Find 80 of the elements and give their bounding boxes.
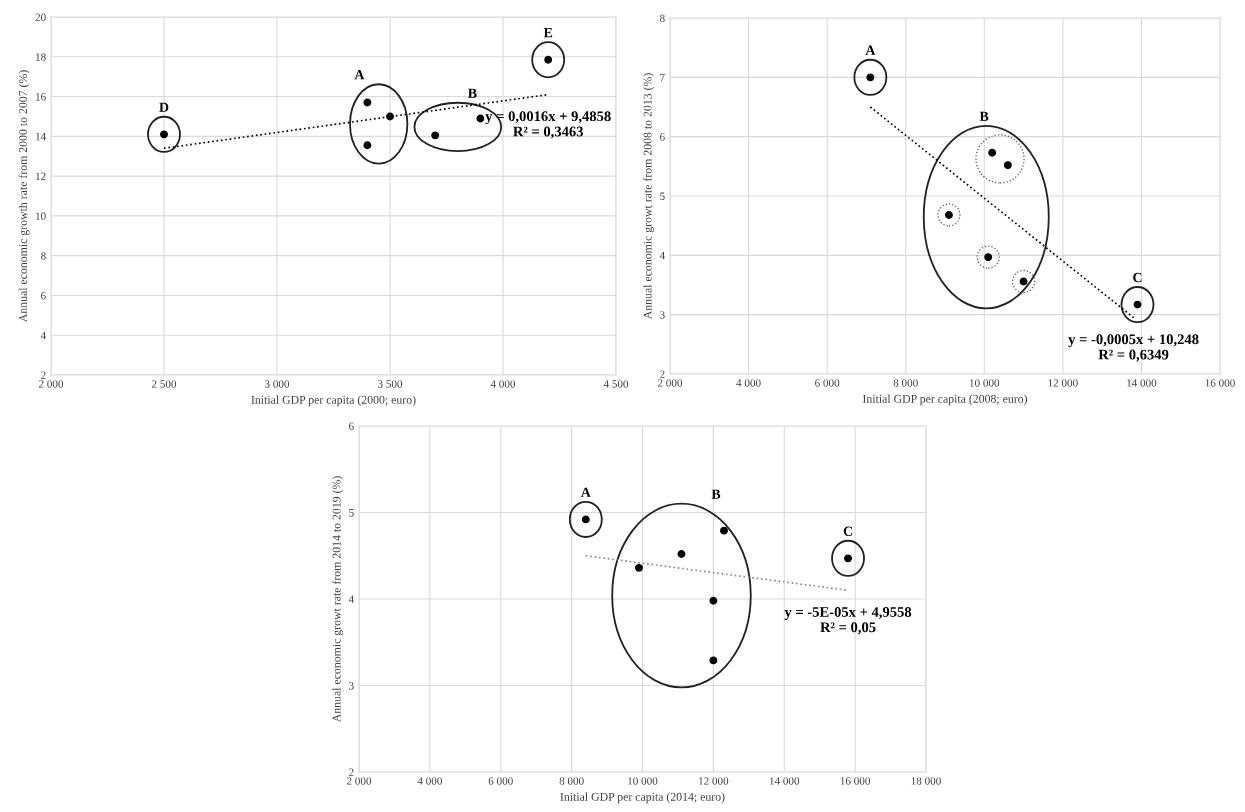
x-tick-label: 2 000 [38,380,64,388]
x-tick-label: 2 000 [657,379,683,387]
y-tick-label: 14 [36,132,46,141]
x-axis-title: Initial GDP per capita (2008; euro) [862,394,1028,406]
annotation: y = -0,0005x + 10,248 R² = 0,6349 [1068,334,1199,362]
point [635,563,643,572]
y-tick-label: 16 [36,93,46,101]
y-tick-label: 7 [660,73,665,82]
x-tick-label: 14 000 [769,777,800,785]
point [386,112,394,121]
y-axis-title: Annual economic growt rate from 2008 to 2013 (%) [643,73,655,320]
point [431,131,440,140]
y-tick-label: 4 [659,251,665,260]
x-tick-label: 12 000 [699,777,729,785]
y-tick-label: 3 [660,311,665,319]
point [831,539,865,577]
x-tick-label: 18 000 [911,777,941,785]
y-tick-label: 18 [36,53,46,61]
y-tick-label: 2 [349,768,354,776]
y-tick-label: 8 [41,252,46,260]
point [853,58,888,96]
x-tick-label: 8 000 [893,379,918,387]
series-label: C [843,526,852,536]
series-label: A [354,70,365,80]
text: B [979,111,989,121]
annotation: y = 0,0016x + 9,4858 R² = 0,3463 [485,111,611,139]
point [568,500,603,538]
x-tick-label: 2 000 [346,777,372,785]
x-tick-label: 4 000 [736,379,761,387]
x-tick-label: 16 000 [840,777,870,785]
x-tick-label: 8 000 [559,777,584,785]
x-axis-title: Initial GDP per capita (2000; euro) [251,395,416,407]
annotation: y = -5E-05x + 4,9558 R² = 0,05 [784,607,912,635]
x-tick-label: 10 000 [969,379,1000,387]
x-tick-label: 2 500 [151,380,177,388]
series-label: B [468,88,477,98]
y-tick-label: 4 [348,595,354,603]
series-label: D [159,102,169,112]
x-tick-label: 4 000 [417,777,442,785]
x-tick-label: 4 500 [603,380,629,388]
x-tick-label: 10 000 [628,777,658,785]
series-label: C [1133,272,1142,283]
x-tick-label: 14 000 [1127,379,1157,387]
y-tick-label: 20 [35,13,46,21]
series-label: E [543,28,553,38]
y-axis-title: Annual economic growt rate from 2014 to 2019 (%) [332,476,344,723]
y-tick-label: 6 [349,422,354,430]
point [363,98,372,107]
series-label: A [865,45,876,55]
x-tick-label: 3 000 [265,380,290,388]
point [476,114,485,123]
point [1120,286,1155,324]
y-tick-label: 2 [660,370,665,378]
point [709,656,718,665]
y-tick-label: 5 [349,509,354,517]
y-tick-label: 8 [660,14,665,22]
x-tick-label: 6 000 [815,379,840,387]
x-tick-label: 4 000 [490,380,516,388]
x-tick-label: 12 000 [1048,379,1078,387]
point [709,596,718,605]
y-tick-label: 6 [41,291,46,300]
y-axis-title: Annual economic growth rate from 2000 to 2007 (%) [18,70,30,323]
y-tick-label: 10 [36,212,46,220]
x-tick-label: 6 000 [488,777,513,785]
point [147,115,181,153]
series-label: A [580,487,591,497]
y-tick-label: 6 [660,133,665,141]
y-tick-label: 5 [660,192,665,200]
x-tick-label: 3 500 [378,380,403,388]
y-tick-label: 12 [36,172,46,180]
point [363,141,372,150]
point [531,41,566,79]
point [677,550,686,558]
text: B [711,489,721,499]
y-tick-label: 3 [349,682,354,690]
x-tick-label: 16 000 [1205,379,1235,387]
x-axis-title: Initial GDP per capita (2014; euro) [560,792,725,804]
point [720,526,728,535]
y-tick-label: 4 [40,331,46,340]
y-tick-label: 2 [41,371,46,379]
